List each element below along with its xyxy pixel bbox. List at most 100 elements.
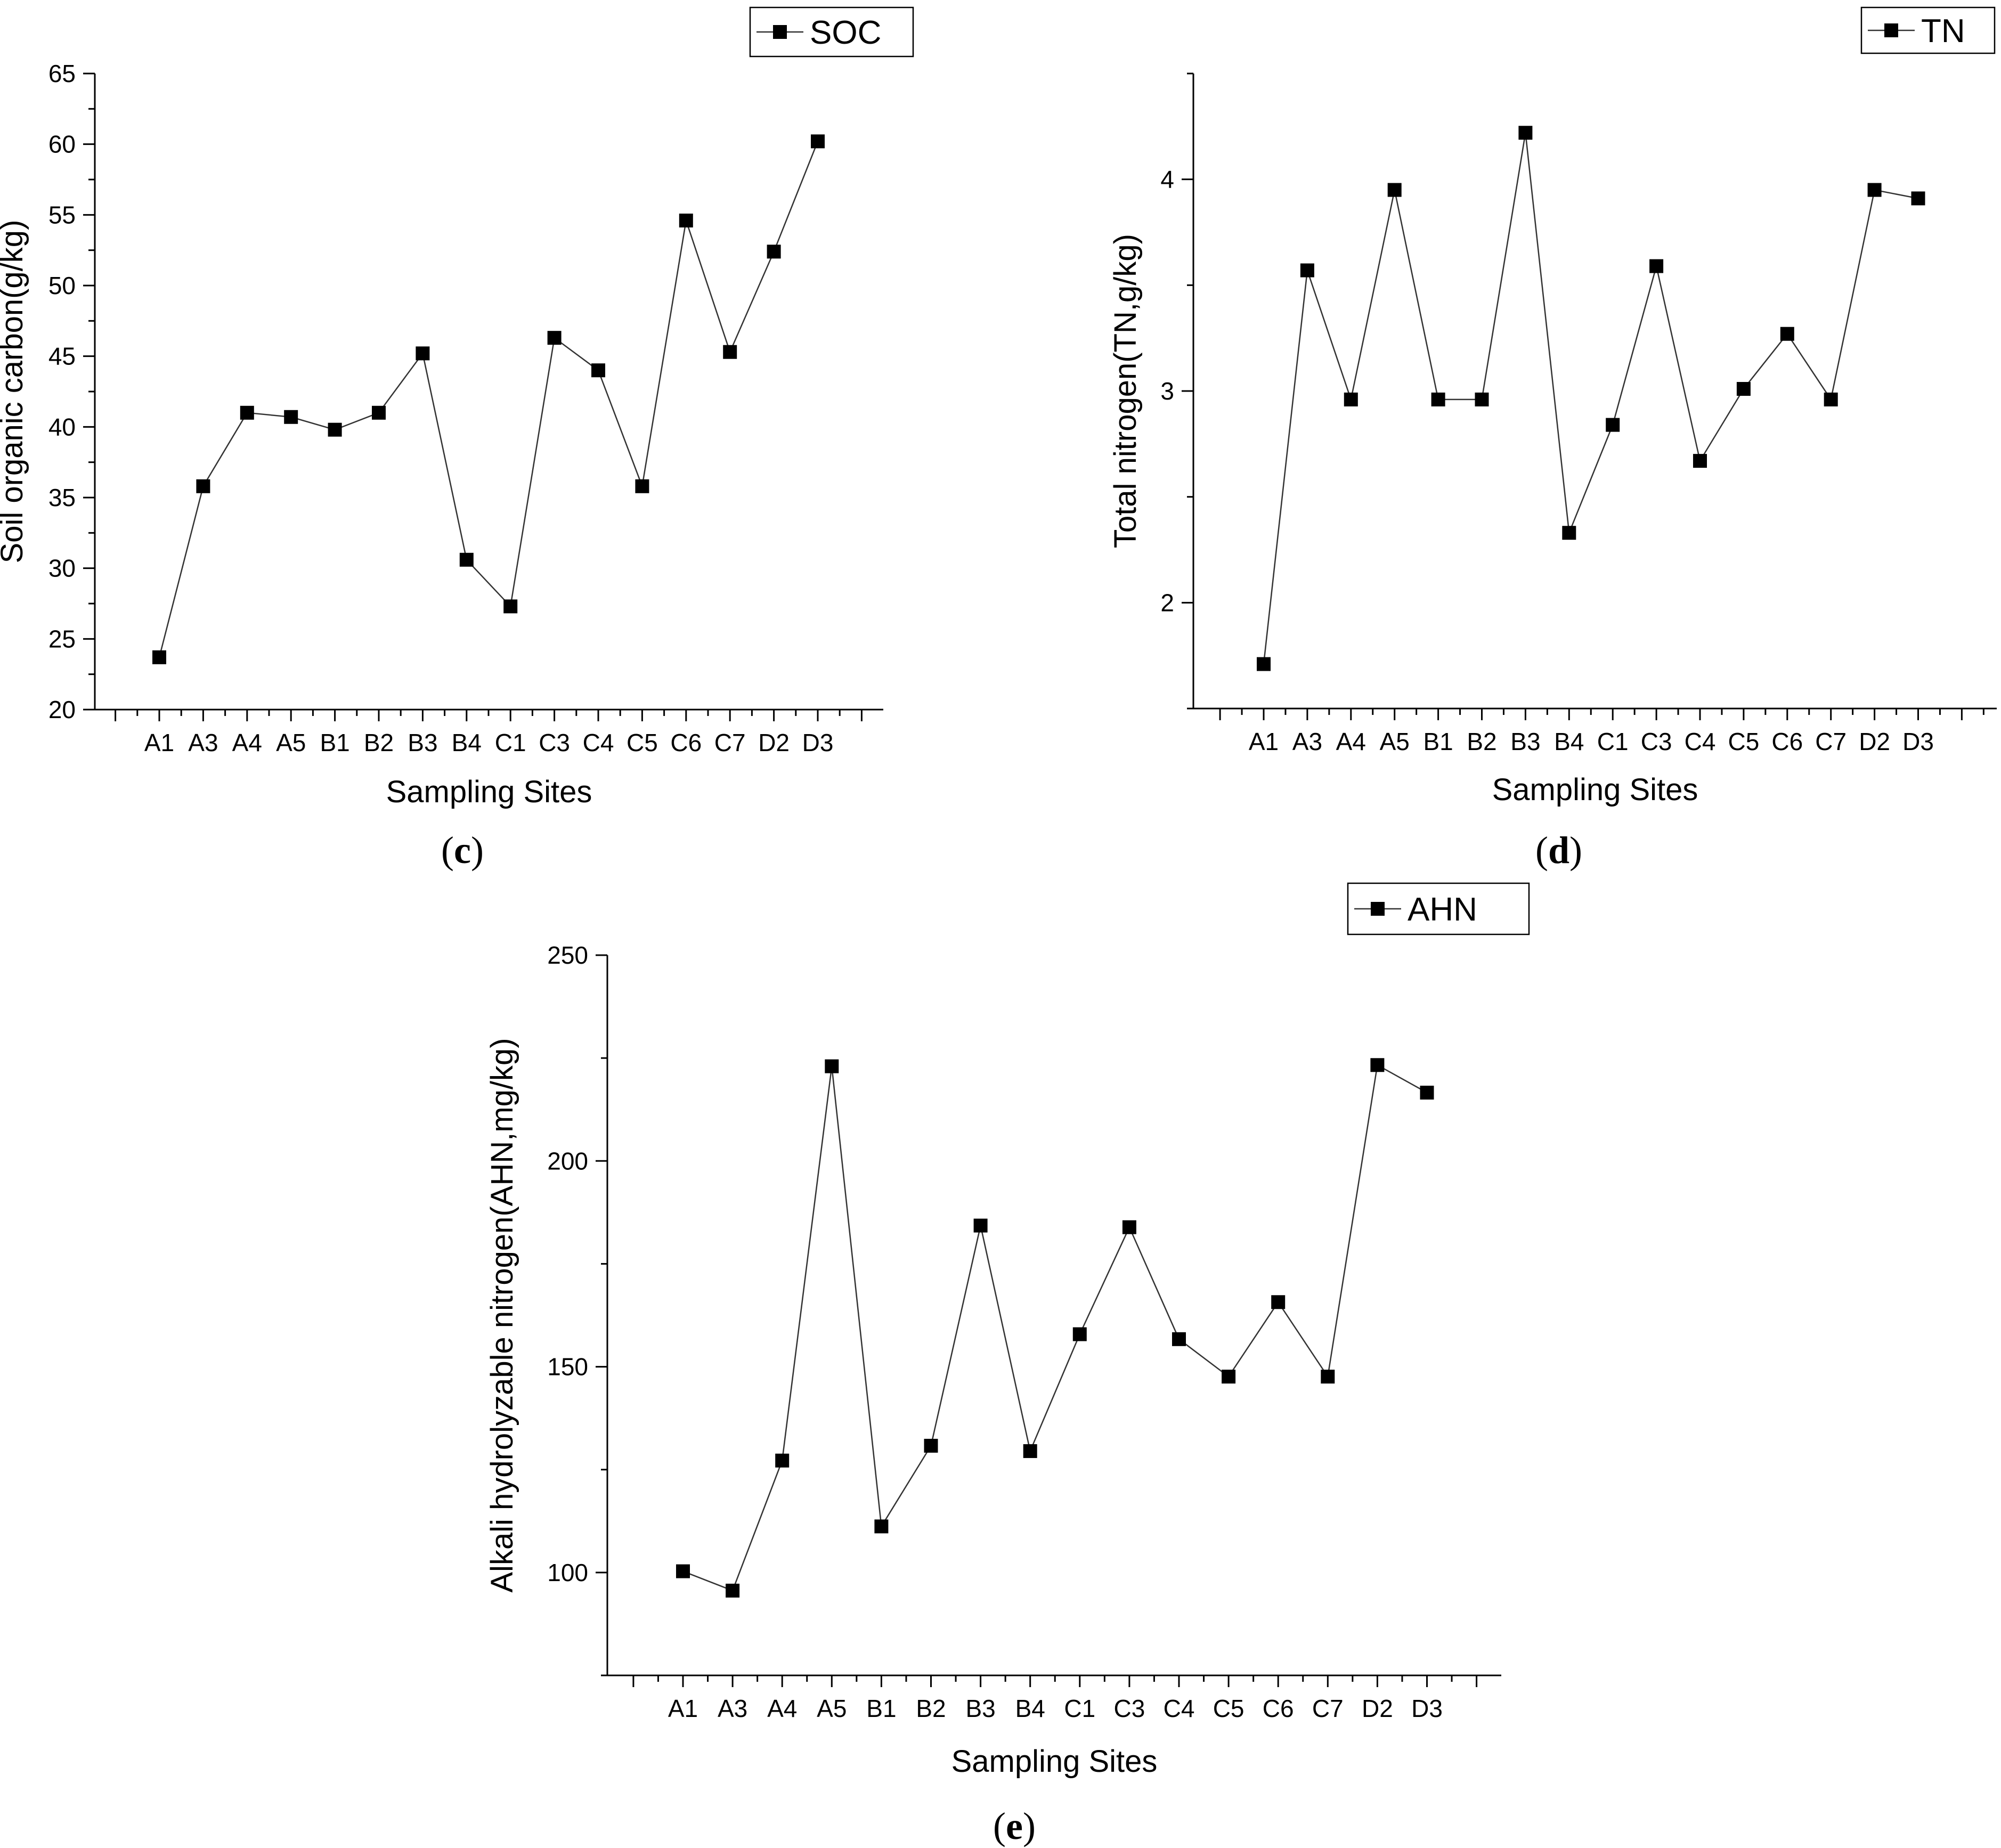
y-tick-label: 200: [547, 1147, 588, 1175]
data-point-B2: [372, 405, 386, 420]
data-point-A1: [676, 1564, 690, 1578]
data-point-C5: [635, 479, 649, 493]
data-point-B3: [973, 1218, 988, 1233]
data-point-B1: [1431, 392, 1445, 406]
x-tick-label: C3: [539, 729, 570, 756]
legend: SOC: [749, 6, 914, 58]
data-point-C1: [1606, 418, 1620, 432]
data-point-C7: [1321, 1370, 1335, 1384]
x-tick-label: A4: [232, 729, 262, 756]
data-point-C4: [1172, 1332, 1186, 1346]
data-point-C6: [679, 213, 693, 227]
data-point-C4: [591, 363, 605, 378]
y-tick-label: 55: [48, 201, 76, 229]
x-tick-label: A5: [276, 729, 306, 756]
chart-panel-0: 20 25 30 35 40 45 50 55 60 65 A1 A3 A4 A5 B1 B2 B3 B4 C1 C3…: [0, 6, 914, 872]
y-axis-title: Total nitrogen(TN,g/kg): [1108, 234, 1143, 548]
y-tick-label: 40: [48, 413, 76, 441]
panel-label: (d): [1535, 829, 1582, 872]
panel-label: (c): [441, 829, 484, 872]
data-point-D3: [1911, 191, 1925, 206]
legend: AHN: [1347, 882, 1530, 935]
x-tick-label: D2: [758, 729, 790, 756]
data-point-A5: [284, 410, 298, 424]
data-point-B4: [1562, 526, 1576, 540]
data-point-B4: [459, 552, 474, 567]
y-tick-label: 4: [1160, 166, 1174, 193]
x-tick-label: B3: [1510, 728, 1540, 755]
legend: TN: [1860, 6, 1996, 54]
legend-marker: [1884, 23, 1898, 37]
y-tick-label: 60: [48, 131, 76, 158]
x-tick-label: B3: [408, 729, 437, 756]
data-point-D3: [1420, 1086, 1434, 1100]
x-tick-label: C6: [1771, 728, 1803, 755]
data-point-C6: [1780, 327, 1794, 341]
y-axis-title: Alkali hydrolyzable nitrogen(AHN,mg/kg): [485, 1038, 519, 1592]
data-point-C6: [1271, 1295, 1286, 1309]
x-tick-label: A1: [144, 729, 174, 756]
legend-box: [1347, 882, 1530, 935]
x-tick-label: D3: [802, 729, 834, 756]
y-tick-label: 45: [48, 343, 76, 370]
legend-label: SOC: [810, 14, 881, 51]
x-tick-label: B4: [1015, 1695, 1045, 1722]
data-point-A5: [825, 1059, 839, 1073]
x-tick-label: D3: [1902, 728, 1934, 755]
x-tick-label: C1: [495, 729, 526, 756]
x-tick-label: A5: [817, 1695, 847, 1722]
x-tick-label: D3: [1411, 1695, 1443, 1722]
data-point-C7: [723, 345, 737, 359]
x-tick-label: C6: [670, 729, 702, 756]
x-tick-label: A3: [1292, 728, 1322, 755]
y-tick-label: 35: [48, 484, 76, 511]
series-line-SOC: [158, 141, 819, 658]
data-point-C3: [1122, 1220, 1136, 1234]
x-tick-label: B2: [364, 729, 394, 756]
x-tick-label: C5: [627, 729, 658, 756]
x-axis-title: Sampling Sites: [951, 1744, 1158, 1779]
x-tick-label: A4: [1336, 728, 1366, 755]
x-tick-label: C4: [1685, 728, 1716, 755]
y-tick-label: 3: [1160, 377, 1174, 405]
data-point-B4: [1023, 1444, 1037, 1458]
legend-label: TN: [1921, 13, 1965, 50]
chart-panel-1: 2 3 4 A1 A3 A4 A5 B1 B2 B3 B4 C1 C3 C4 C5 C6 C7 D2 D3 Sampl…: [1108, 6, 1997, 872]
data-point-D2: [1370, 1058, 1385, 1072]
panel-label: (e): [993, 1805, 1036, 1847]
data-point-A3: [1300, 263, 1314, 278]
x-tick-label: C5: [1728, 728, 1759, 755]
data-point-B2: [924, 1438, 938, 1453]
y-tick-label: 150: [547, 1353, 588, 1381]
x-tick-label: B2: [916, 1695, 946, 1722]
data-point-B1: [874, 1519, 889, 1534]
data-point-C4: [1693, 454, 1707, 468]
x-axis-title: Sampling Sites: [386, 775, 592, 809]
y-tick-label: 2: [1160, 589, 1174, 616]
x-tick-label: A1: [668, 1695, 698, 1722]
x-tick-label: B1: [320, 729, 349, 756]
x-tick-label: A3: [188, 729, 218, 756]
x-axis-title: Sampling Sites: [1492, 772, 1698, 807]
data-point-A1: [152, 650, 166, 664]
data-point-C1: [1072, 1327, 1087, 1341]
y-tick-label: 250: [547, 941, 588, 969]
y-tick-label: 100: [547, 1559, 588, 1586]
x-tick-label: C6: [1263, 1695, 1294, 1722]
x-tick-label: C5: [1213, 1695, 1244, 1722]
x-tick-label: A1: [1249, 728, 1279, 755]
data-point-A1: [1257, 657, 1271, 671]
x-tick-label: B3: [965, 1695, 995, 1722]
y-tick-label: 20: [48, 696, 76, 723]
data-point-A4: [1344, 392, 1358, 406]
data-point-D3: [811, 134, 825, 149]
data-point-A4: [240, 405, 254, 420]
x-tick-label: C3: [1113, 1695, 1145, 1722]
legend-marker: [773, 25, 787, 39]
data-point-C3: [1649, 259, 1664, 273]
data-point-C3: [547, 331, 562, 345]
y-tick-label: 50: [48, 272, 76, 299]
data-point-A3: [726, 1583, 740, 1598]
chart-panel-2: 100 150 200 250 A1 A3 A4 A5 B1 B2 B3 B4 C1 C3 C4 C5 C6 C7…: [485, 882, 1530, 1847]
